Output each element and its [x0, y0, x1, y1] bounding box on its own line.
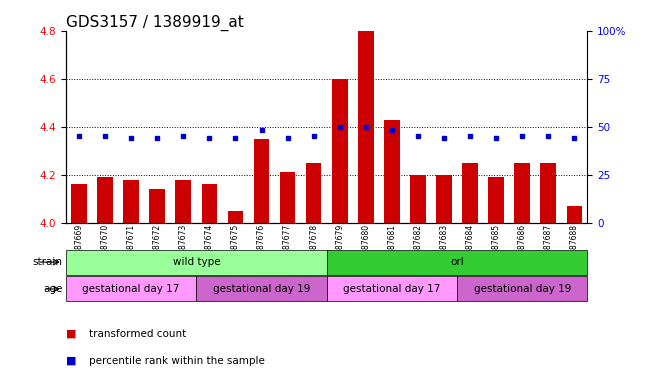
Bar	[123, 180, 139, 223]
Bar	[306, 163, 321, 223]
Text: age: age	[44, 284, 63, 294]
Text: gestational day 19: gestational day 19	[213, 284, 310, 294]
Bar	[384, 119, 400, 223]
Bar	[410, 175, 426, 223]
Text: gestational day 17: gestational day 17	[82, 284, 180, 294]
Bar	[488, 177, 504, 223]
Text: gestational day 17: gestational day 17	[343, 284, 441, 294]
Bar	[462, 163, 478, 223]
Bar	[566, 206, 582, 223]
Bar	[514, 163, 530, 223]
Bar	[332, 79, 348, 223]
Bar	[253, 139, 269, 223]
Bar	[280, 172, 296, 223]
Text: strain: strain	[33, 257, 63, 267]
Bar	[358, 31, 374, 223]
Text: GDS3157 / 1389919_at: GDS3157 / 1389919_at	[66, 15, 244, 31]
Text: wild type: wild type	[172, 257, 220, 267]
Text: ■: ■	[66, 329, 77, 339]
Text: transformed count: transformed count	[89, 329, 186, 339]
Bar	[201, 184, 217, 223]
Bar	[541, 163, 556, 223]
Text: orl: orl	[450, 257, 464, 267]
Bar	[176, 180, 191, 223]
Text: gestational day 19: gestational day 19	[473, 284, 571, 294]
Bar	[97, 177, 113, 223]
Bar	[436, 175, 452, 223]
Bar	[228, 211, 244, 223]
Text: percentile rank within the sample: percentile rank within the sample	[89, 356, 265, 366]
Text: ■: ■	[66, 356, 77, 366]
Bar	[149, 189, 165, 223]
Bar	[71, 184, 87, 223]
